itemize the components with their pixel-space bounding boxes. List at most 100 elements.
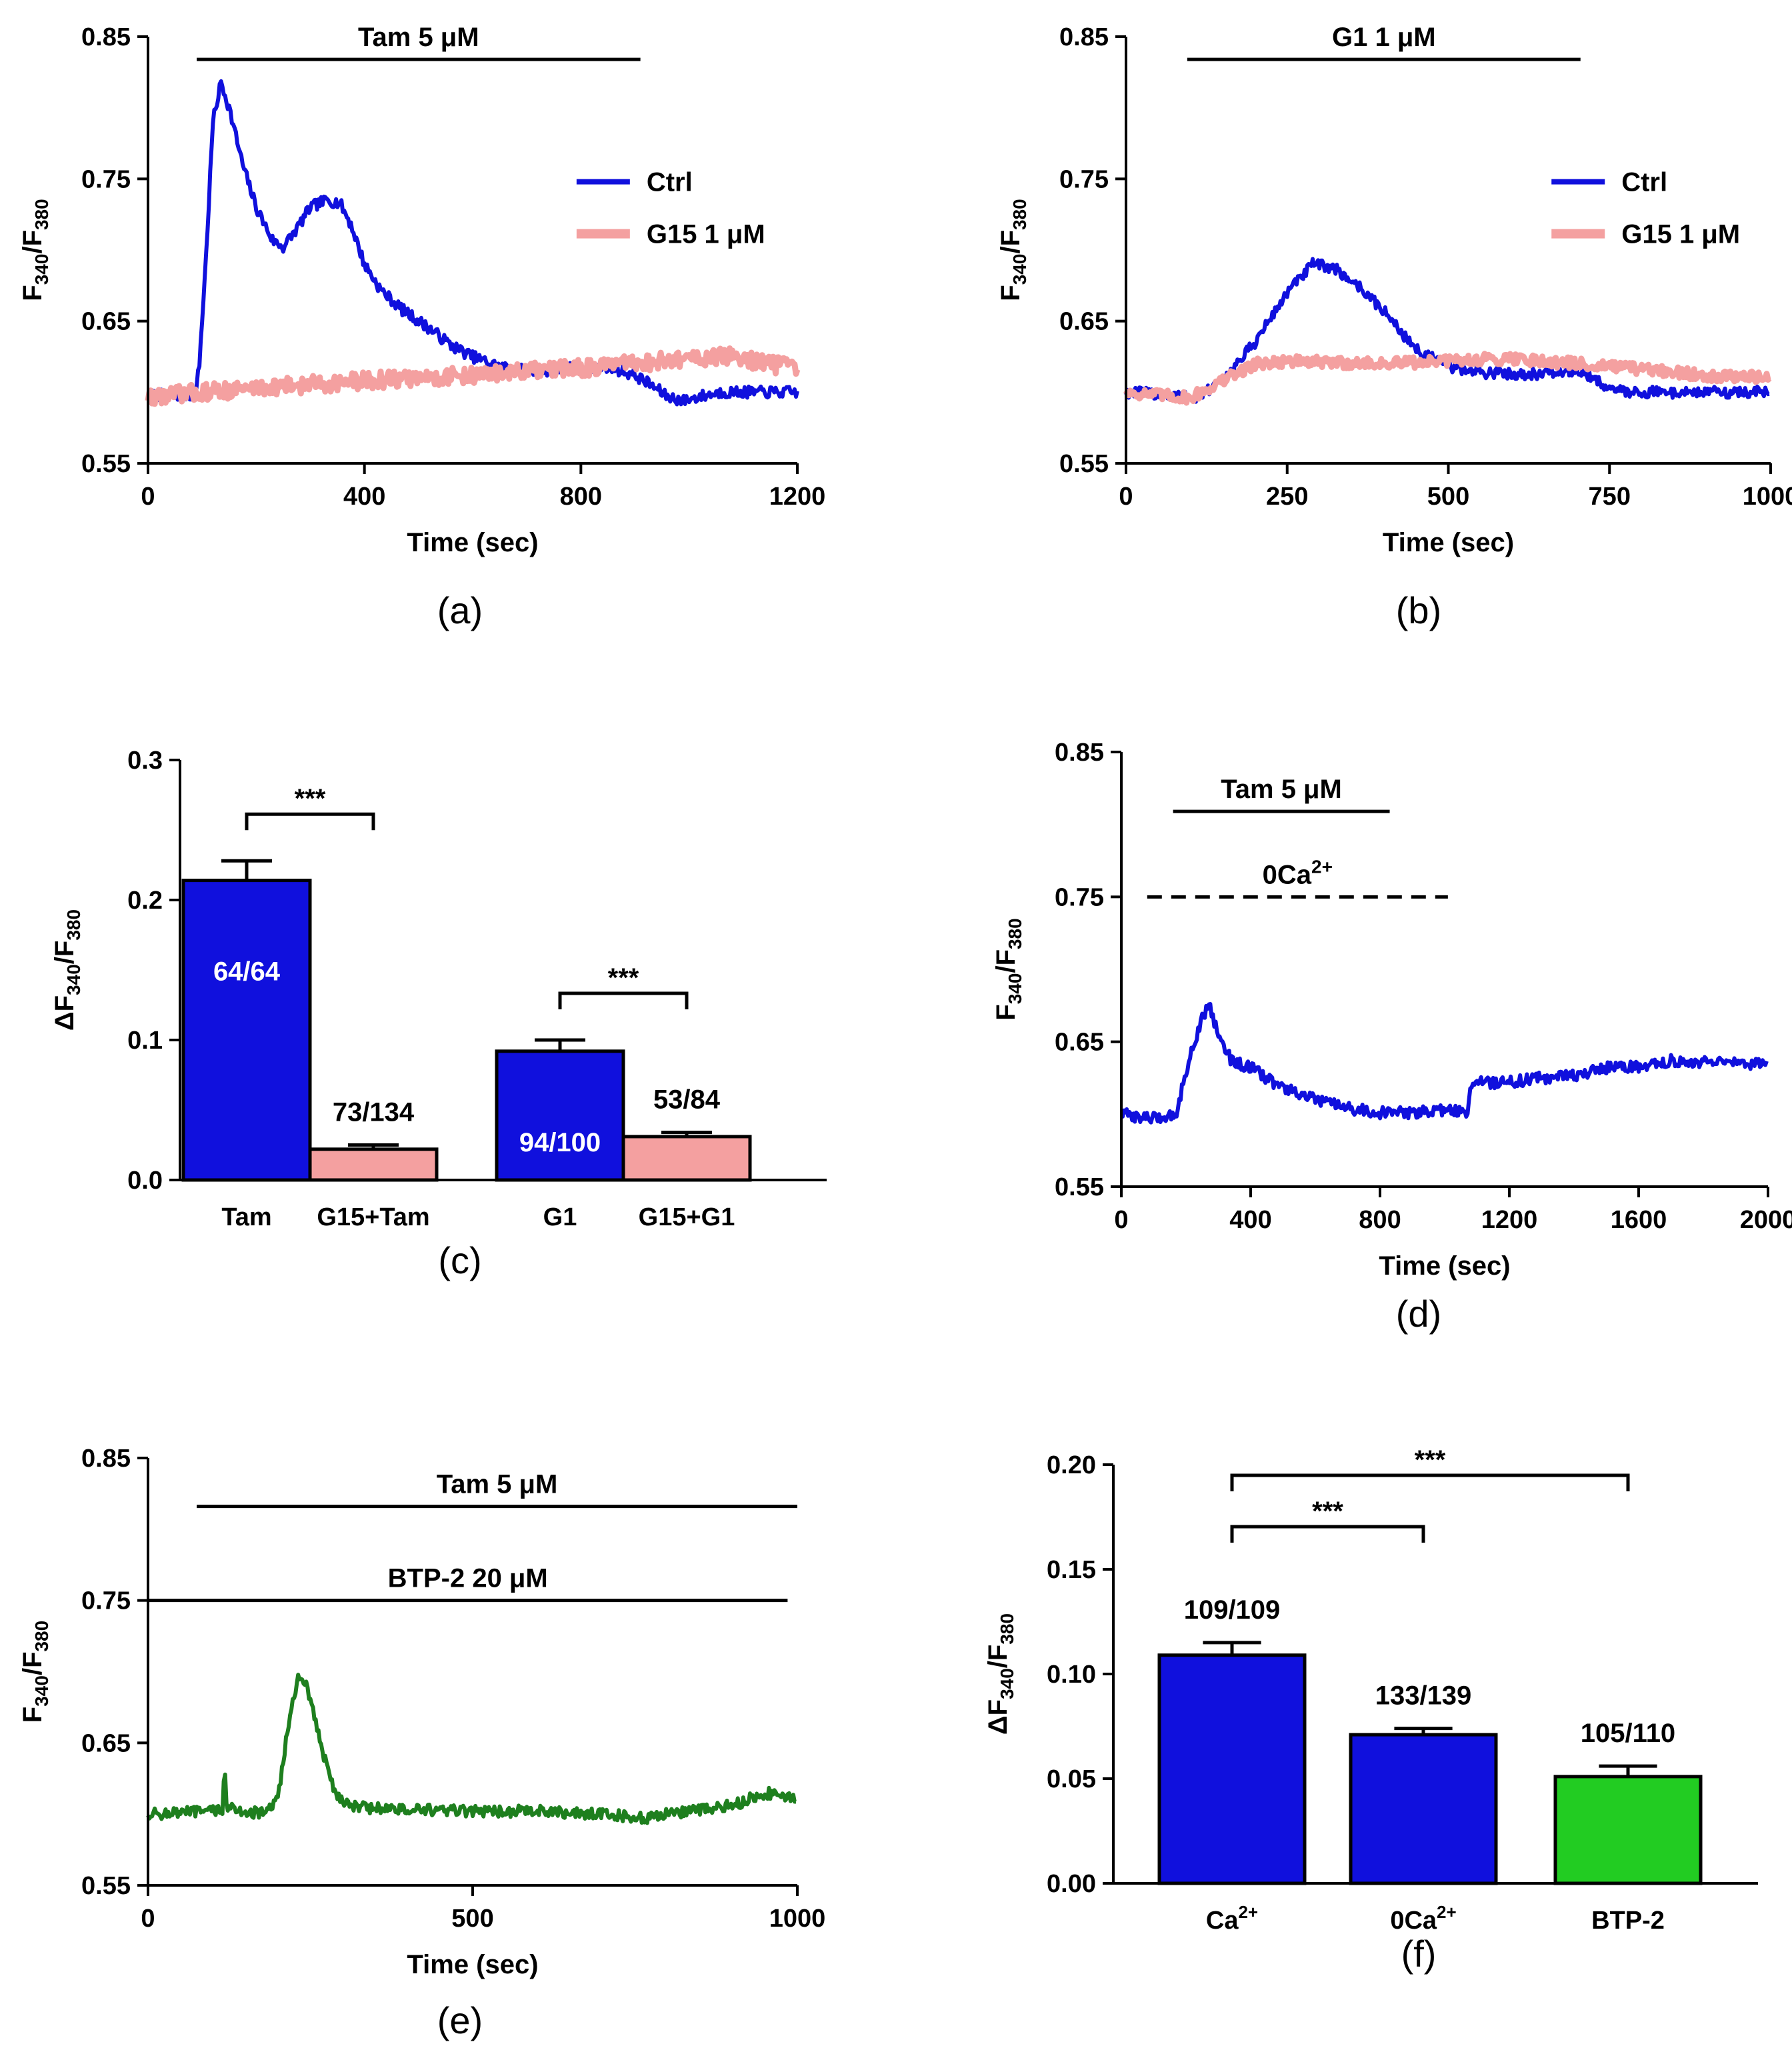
y-axis-label-part: ΔF <box>983 1699 1013 1735</box>
y-axis-label-part: 380 <box>31 1621 52 1652</box>
x-tick-label: 0 <box>141 1905 155 1933</box>
bar-count-label: 73/134 <box>333 1098 415 1127</box>
y-tick-label: 0.10 <box>1047 1661 1096 1689</box>
y-tick-label: 0.75 <box>81 165 131 193</box>
y-axis-label-part: 340 <box>63 964 84 995</box>
y-tick-label: 0.00 <box>1047 1870 1096 1898</box>
category-label: 0Ca2+ <box>1390 1902 1456 1935</box>
x-tick-label: 1000 <box>1743 483 1792 511</box>
panel-a: 0.55 0.65 0.75 0.85 F340/F380 0 400 800 1200 Time… <box>18 23 825 557</box>
panel-e: 0.55 0.65 0.75 0.85 F340/F380 0 500 1000 Time (s… <box>18 1445 825 1979</box>
series-line-primary <box>146 79 799 407</box>
significance-bracket <box>558 991 689 1009</box>
y-axis-label-part: 340 <box>1009 254 1030 285</box>
y-axis-label-part: 380 <box>997 1613 1017 1645</box>
legend-label: Ctrl <box>1621 168 1667 197</box>
y-axis-label: ΔF340/F380 <box>983 1613 1017 1735</box>
panel-b: 0.55 0.65 0.75 0.85 F340/F380 0 250 500 750 1000 T… <box>996 23 1792 557</box>
y-tick-label: 0.55 <box>1055 1173 1104 1201</box>
panel-label-b: (b) <box>1396 589 1441 631</box>
treatment-label: G1 1 μM <box>1332 23 1436 52</box>
x-tick-label: 400 <box>1229 1206 1271 1234</box>
y-axis-label-part: /F <box>983 1645 1013 1669</box>
x-tick-label: 1000 <box>769 1905 826 1933</box>
x-axis-label: Time (sec) <box>407 528 538 557</box>
x-tick-label: 0 <box>141 483 155 511</box>
series-line-primary <box>146 1673 797 1825</box>
treatment-label: Tam 5 μM <box>1221 775 1342 804</box>
y-tick-label: 0.85 <box>81 1445 131 1473</box>
bar <box>1553 1775 1703 1885</box>
category-label: G1 <box>543 1203 577 1231</box>
bar-count-label: 64/64 <box>213 957 281 987</box>
x-tick-label: 800 <box>1359 1206 1401 1234</box>
bar <box>308 1147 439 1182</box>
panel-f: 109/109 Ca2+ 133/139 0Ca2+ 105/110 BTP-2 0.00 0… <box>983 1445 1758 1935</box>
y-tick-label: 0.65 <box>1059 308 1109 336</box>
y-axis-label: F340/F380 <box>18 1621 52 1723</box>
bar <box>181 879 312 1182</box>
category-label-sup: 2+ <box>1437 1902 1457 1922</box>
x-tick-label: 1200 <box>769 483 826 511</box>
y-tick-label: 0.15 <box>1047 1556 1096 1584</box>
treatment-label: BTP-2 20 μM <box>388 1564 548 1593</box>
y-axis-label-part: ΔF <box>50 995 79 1031</box>
bar-count-label: 94/100 <box>519 1128 601 1157</box>
bar-count-label: 133/139 <box>1375 1681 1472 1711</box>
series-line-primary <box>1120 1002 1769 1125</box>
y-tick-label: 0.2 <box>127 887 163 915</box>
y-axis-label-part: 340 <box>31 1675 52 1707</box>
x-tick-label: 1200 <box>1481 1206 1538 1234</box>
y-axis-label-part: 340 <box>1005 973 1025 1005</box>
y-tick-label: 0.65 <box>1055 1029 1104 1057</box>
category-label: G15+G1 <box>639 1203 735 1231</box>
y-tick-label: 0.05 <box>1047 1765 1096 1793</box>
y-axis-label-part: /F <box>991 949 1021 973</box>
y-axis-label-part: F <box>18 1707 47 1723</box>
x-tick-label: 500 <box>451 1905 493 1933</box>
category-label-sup: 2+ <box>1238 1902 1258 1922</box>
y-axis-label: F340/F380 <box>996 199 1030 301</box>
significance-label: *** <box>1312 1497 1343 1526</box>
category-label: Tam <box>221 1203 271 1231</box>
y-tick-label: 0.85 <box>81 23 131 51</box>
y-tick-label: 0.55 <box>81 450 131 478</box>
panel-c: 64/64 Tam 73/134 G15+Tam 94/100 G1 53/84 G15+G1… <box>50 747 827 1231</box>
bar-count-label: 53/84 <box>653 1085 721 1115</box>
y-axis-label-part: F <box>996 285 1025 301</box>
bar <box>1157 1653 1307 1885</box>
panel-label-a: (a) <box>437 589 483 631</box>
panel-label-d: (d) <box>1396 1293 1441 1335</box>
legend-label: G15 1 μM <box>1621 220 1740 249</box>
x-tick-label: 800 <box>560 483 602 511</box>
panel-d: 0.55 0.65 0.75 0.85 F340/F380 0 400 800 1200 1600… <box>991 739 1792 1281</box>
y-axis-label-part: F <box>991 1004 1021 1020</box>
panel-label-c: (c) <box>438 1239 481 1281</box>
bar-count-label: 109/109 <box>1184 1595 1281 1625</box>
bar <box>495 1049 625 1182</box>
x-tick-label: 750 <box>1589 483 1631 511</box>
y-tick-label: 0.75 <box>1055 883 1104 911</box>
y-axis-label-part: 380 <box>1009 199 1030 230</box>
y-axis-label-part: 380 <box>1005 918 1025 949</box>
y-axis-label: F340/F380 <box>991 918 1025 1020</box>
x-axis-label: Time (sec) <box>407 1950 538 1979</box>
y-tick-label: 0.85 <box>1055 739 1104 767</box>
category-label: BTP-2 <box>1591 1907 1665 1935</box>
y-tick-label: 0.65 <box>81 308 131 336</box>
treatment-label: Tam 5 μM <box>437 1470 558 1499</box>
significance-bracket <box>1230 1473 1630 1491</box>
y-axis-label-part: /F <box>996 230 1025 254</box>
series-line-secondary <box>145 345 801 407</box>
panel-label-f: (f) <box>1401 1933 1437 1975</box>
y-tick-label: 0.20 <box>1047 1451 1096 1479</box>
y-axis-label-part: 380 <box>31 199 52 230</box>
treatment-label: 0Ca2+ <box>1263 856 1333 889</box>
category-label: Ca2+ <box>1206 1902 1258 1935</box>
x-tick-label: 400 <box>343 483 385 511</box>
panel-label-e: (e) <box>437 1999 483 2041</box>
treatment-label: Tam 5 μM <box>358 23 479 52</box>
x-tick-label: 0 <box>1114 1206 1128 1234</box>
x-tick-label: 500 <box>1427 483 1469 511</box>
